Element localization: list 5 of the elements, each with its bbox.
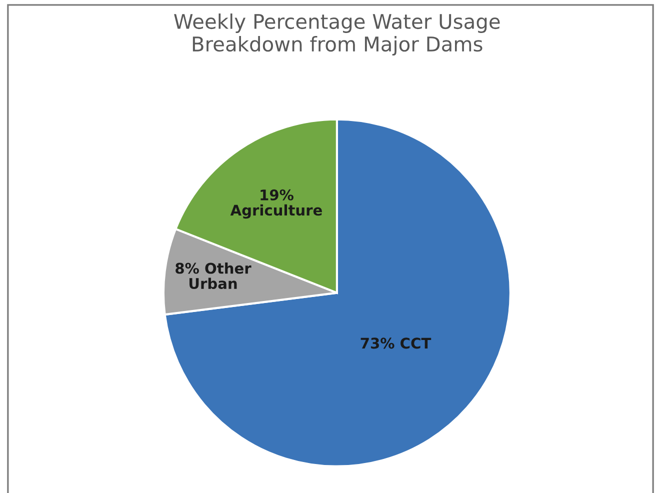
slice-label: 73% CCT xyxy=(360,338,432,349)
slice-label: 8% Other Urban xyxy=(176,262,252,290)
slice-label: Agriculture xyxy=(230,204,322,219)
data-label: 19% xyxy=(260,189,294,200)
chart-title: Weekly Percentage Water Usage Breakdown from Major Dams xyxy=(174,13,500,56)
